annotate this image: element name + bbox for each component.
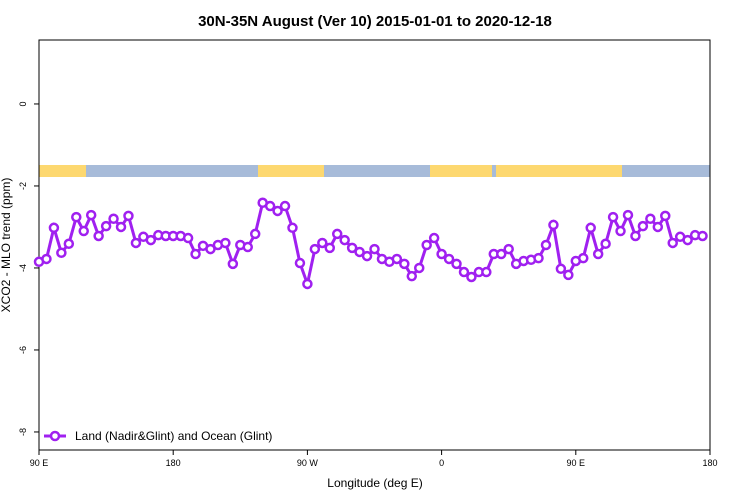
data-point — [331, 228, 343, 240]
data-point — [645, 213, 656, 225]
data-point — [667, 237, 678, 249]
data-point — [294, 257, 306, 269]
data-point — [548, 219, 559, 231]
data-point — [660, 210, 671, 222]
data-point — [421, 239, 432, 251]
data-point — [652, 221, 664, 233]
chart-title: 30N-35N August (Ver 10) 2015-01-01 to 20… — [198, 13, 552, 30]
data-point — [607, 211, 619, 223]
data-point — [615, 225, 626, 237]
data-point — [48, 222, 60, 234]
legend-marker — [49, 430, 61, 442]
data-point — [503, 243, 514, 255]
data-point — [115, 221, 127, 233]
data-point — [697, 230, 708, 242]
data-point — [287, 222, 298, 234]
data-point — [369, 243, 380, 255]
data-point — [56, 247, 67, 259]
data-point — [108, 213, 119, 225]
data-point — [190, 248, 201, 260]
data-point — [182, 232, 194, 244]
x-tick-label: 180 — [702, 458, 717, 468]
data-point — [205, 243, 216, 255]
data-point — [540, 239, 552, 251]
x-tick-label: 180 — [166, 458, 181, 468]
data-point — [495, 248, 507, 260]
y-axis-label: XCO2 - MLO trend (ppm) — [0, 178, 13, 313]
data-point — [324, 242, 336, 254]
data-point — [361, 250, 373, 262]
data-point — [317, 237, 328, 249]
y-tick-label: -8 — [18, 428, 28, 436]
data-point — [145, 234, 157, 246]
land-ocean-band — [39, 165, 710, 177]
data-point — [249, 228, 261, 240]
data-point — [436, 248, 447, 260]
land-band — [39, 165, 86, 177]
data-point — [339, 234, 350, 246]
legend-label: Land (Nadir&Glint) and Ocean (Glint) — [75, 429, 272, 443]
y-tick-label: -4 — [18, 264, 28, 272]
data-point — [682, 234, 693, 246]
data-point — [451, 258, 462, 270]
data-point — [443, 253, 455, 265]
data-point — [563, 269, 574, 281]
data-point — [227, 258, 239, 270]
data-point — [100, 220, 112, 232]
data-point — [279, 200, 291, 212]
x-axis-label: Longitude (deg E) — [327, 476, 422, 490]
data-point — [458, 266, 470, 278]
data-point — [391, 253, 403, 265]
data-point — [78, 225, 89, 237]
data-point — [85, 209, 97, 221]
land-band — [430, 165, 492, 177]
data-point — [533, 252, 544, 264]
x-tick-label: 0 — [439, 458, 444, 468]
data-point — [130, 237, 142, 249]
data-point — [592, 248, 604, 260]
data-point — [264, 200, 276, 212]
data-point — [600, 238, 611, 250]
data-point — [123, 210, 134, 222]
land-band — [496, 165, 622, 177]
data-point — [63, 238, 75, 250]
plot-frame — [38, 39, 711, 451]
data-point — [354, 246, 365, 258]
data-point — [555, 263, 567, 275]
data-point — [302, 278, 313, 290]
data-point — [272, 205, 283, 217]
land-band — [258, 165, 324, 177]
data-point — [399, 258, 410, 270]
y-tick-label: -6 — [18, 346, 28, 354]
data-point — [220, 237, 231, 249]
data-point — [41, 253, 52, 265]
x-tick-label: 90 E — [30, 458, 49, 468]
data-point — [585, 222, 596, 234]
x-tick-label: 90 E — [567, 458, 586, 468]
data-point — [406, 270, 418, 282]
data-point — [481, 266, 492, 278]
data-point — [466, 271, 477, 283]
data-point — [309, 243, 321, 255]
data-point — [428, 232, 440, 244]
data-point — [93, 230, 104, 242]
data-point — [346, 242, 358, 254]
x-tick-label: 90 W — [297, 458, 319, 468]
data-point — [71, 211, 82, 223]
data-point — [637, 220, 649, 232]
data-point — [630, 230, 641, 242]
data-point — [413, 262, 425, 274]
data-point — [578, 252, 589, 264]
y-tick-label: -2 — [18, 182, 28, 190]
data-point — [242, 241, 254, 253]
y-tick-label: 0 — [18, 101, 28, 106]
data-point — [622, 209, 634, 221]
